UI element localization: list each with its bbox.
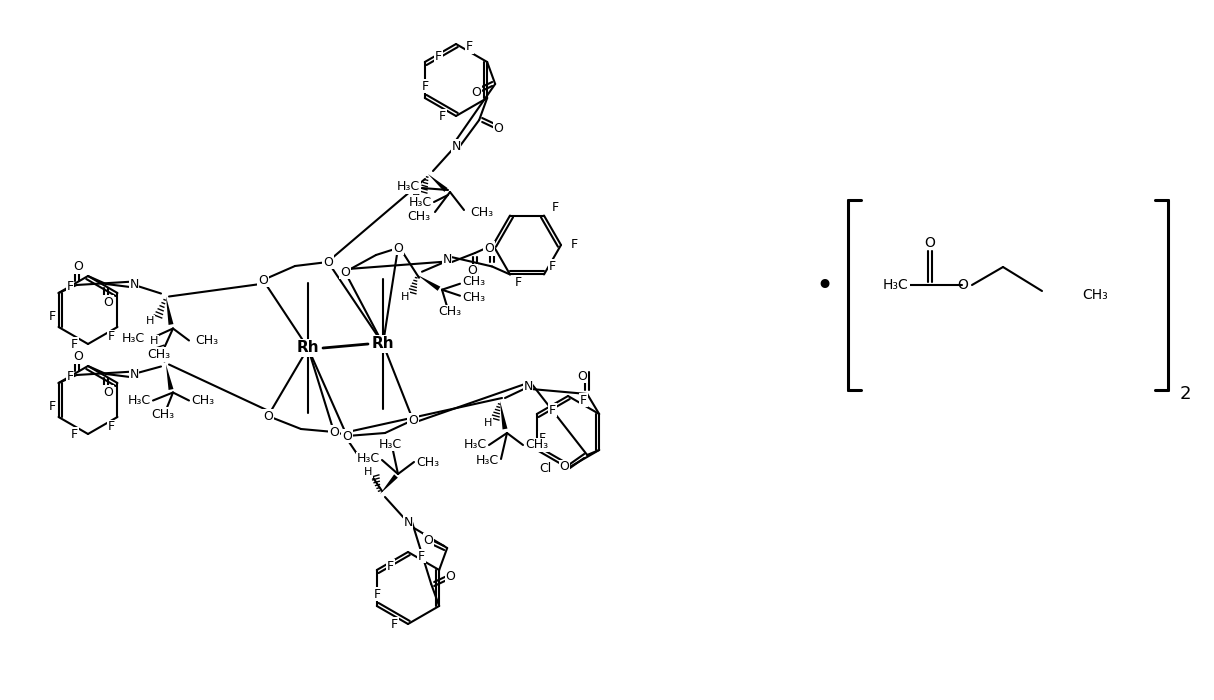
Text: O: O [493, 122, 503, 134]
Polygon shape [166, 297, 174, 325]
Text: H₃C: H₃C [409, 195, 432, 209]
Text: F: F [571, 239, 578, 251]
Text: H: H [146, 316, 154, 326]
Text: H₃C: H₃C [476, 454, 499, 468]
Text: O: O [484, 242, 494, 255]
Text: F: F [418, 550, 425, 563]
Text: H: H [149, 335, 158, 346]
Text: CH₃: CH₃ [438, 305, 461, 318]
Text: N: N [403, 515, 413, 528]
Text: F: F [538, 431, 545, 444]
Text: F: F [108, 330, 115, 344]
Text: F: F [549, 403, 556, 416]
Text: CH₃: CH₃ [524, 438, 549, 452]
Text: F: F [580, 393, 588, 407]
Text: Cl: Cl [540, 461, 552, 475]
Text: O: O [323, 256, 333, 269]
Text: F: F [70, 337, 78, 351]
Text: N: N [442, 253, 452, 266]
Text: F: F [391, 617, 398, 631]
Text: F: F [373, 587, 380, 601]
Text: F: F [552, 201, 560, 214]
Text: F: F [49, 311, 56, 323]
Text: •: • [815, 272, 833, 302]
Text: N: N [452, 139, 460, 153]
Text: H: H [401, 292, 409, 302]
Text: O: O [329, 426, 339, 438]
Text: O: O [74, 260, 84, 274]
Text: N: N [130, 278, 138, 291]
Text: F: F [108, 421, 115, 433]
Text: H₃C: H₃C [397, 181, 420, 193]
Text: O: O [103, 295, 113, 309]
Text: H₃C: H₃C [121, 332, 144, 345]
Text: F: F [439, 109, 446, 122]
Text: H₃C: H₃C [127, 394, 151, 407]
Text: O: O [577, 370, 588, 382]
Text: F: F [435, 50, 442, 64]
Text: O: O [925, 236, 936, 250]
Text: CH₃: CH₃ [416, 456, 439, 468]
Text: F: F [466, 41, 473, 53]
Text: O: O [560, 461, 569, 473]
Text: O: O [471, 85, 481, 99]
Text: H: H [483, 418, 492, 428]
Text: 2: 2 [1180, 385, 1191, 403]
Text: H₃C: H₃C [883, 278, 909, 292]
Text: F: F [70, 428, 78, 440]
Text: F: F [421, 80, 429, 92]
Text: O: O [408, 414, 418, 426]
Text: O: O [103, 386, 113, 398]
Text: N: N [523, 379, 533, 393]
Text: O: O [263, 410, 273, 423]
Text: H₃C: H₃C [464, 438, 487, 452]
Polygon shape [500, 401, 507, 429]
Text: H₃C: H₃C [379, 438, 402, 451]
Text: CH₃: CH₃ [152, 408, 175, 421]
Polygon shape [429, 174, 448, 192]
Text: O: O [340, 265, 350, 279]
Text: CH₃: CH₃ [191, 394, 214, 407]
Text: CH₃: CH₃ [147, 348, 170, 361]
Text: H: H [364, 467, 371, 477]
Text: O: O [259, 274, 268, 286]
Text: O: O [393, 241, 403, 255]
Text: O: O [424, 533, 433, 547]
Text: CH₃: CH₃ [195, 334, 219, 347]
Text: O: O [74, 351, 84, 363]
Text: Rh: Rh [371, 337, 395, 351]
Text: F: F [67, 370, 74, 384]
Polygon shape [416, 274, 441, 290]
Text: CH₃: CH₃ [463, 291, 486, 304]
Polygon shape [380, 475, 398, 494]
Text: O: O [958, 278, 969, 292]
Text: CH₃: CH₃ [470, 206, 493, 218]
Text: H₃C: H₃C [357, 452, 380, 466]
Polygon shape [166, 365, 174, 390]
Text: CH₃: CH₃ [463, 275, 486, 288]
Text: F: F [549, 260, 556, 273]
Text: N: N [130, 368, 138, 381]
Text: CH₃: CH₃ [407, 209, 430, 223]
Text: H: H [412, 191, 420, 201]
Text: F: F [49, 400, 56, 414]
Text: O: O [446, 570, 455, 582]
Text: O: O [467, 265, 477, 277]
Text: CH₃: CH₃ [1082, 288, 1107, 302]
Text: F: F [515, 276, 522, 289]
Text: O: O [342, 430, 352, 442]
Text: F: F [387, 559, 395, 573]
Text: Rh: Rh [296, 340, 319, 356]
Text: F: F [67, 281, 74, 293]
